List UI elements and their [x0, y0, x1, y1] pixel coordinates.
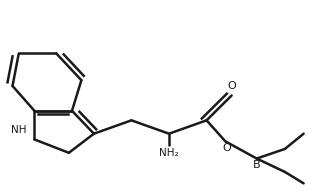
Text: O: O	[227, 81, 236, 91]
Text: NH: NH	[11, 125, 27, 135]
Text: NH₂: NH₂	[159, 148, 179, 158]
Text: B: B	[253, 160, 260, 170]
Text: O: O	[223, 143, 231, 153]
